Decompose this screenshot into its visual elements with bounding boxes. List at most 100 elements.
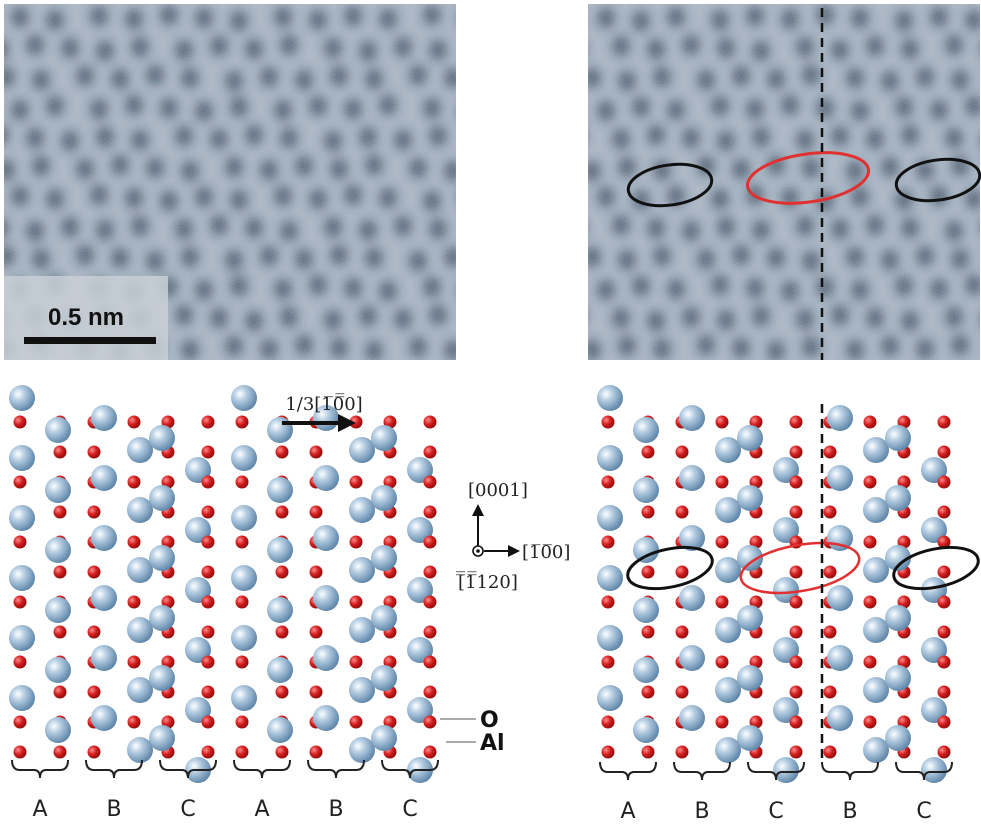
shift-vector-label: 1/3[1̅0̅̅0] [285,393,362,415]
oxygen-atom [275,445,289,459]
aluminum-atom [127,617,153,643]
oxygen-atom [201,565,215,579]
aluminum-atom [313,525,339,551]
right-atomic-model [597,385,951,783]
aluminum-atom [679,585,705,611]
stacking-brace [673,761,731,781]
oxygen-atom [161,655,175,669]
oxygen-atom [715,655,729,669]
oxygen-atom [937,475,951,489]
aluminum-atom [921,457,947,483]
aluminum-atom [737,545,763,571]
aluminum-atom [371,425,397,451]
aluminum-atom [349,437,375,463]
aluminum-atom [267,597,293,623]
oxygen-atom [53,445,67,459]
oxygen-atom [937,415,951,429]
oxygen-atom [383,535,397,549]
aluminum-atom [827,405,853,431]
oxygen-atom [275,685,289,699]
aluminum-atom [827,585,853,611]
aluminum-atom [231,445,257,471]
aluminum-atom [773,697,799,723]
stacking-label: B [328,797,343,822]
aluminum-atom [313,645,339,671]
oxygen-atom [309,445,323,459]
aluminum-atom [921,517,947,543]
oxygen-atom [275,505,289,519]
aluminum-atom [715,497,741,523]
lattice-dot [563,191,579,211]
oxygen-atom [823,745,837,759]
oxygen-atom [423,415,437,429]
legend-oxygen-label: O [480,708,499,733]
axis-up-label: [0001] [468,480,528,501]
aluminum-atom [9,685,35,711]
oxygen-atom [641,445,655,459]
oxygen-atom [789,715,803,729]
aluminum-atom [737,425,763,451]
oxygen-atom [235,595,249,609]
aluminum-atom [737,665,763,691]
aluminum-atom [633,417,659,443]
aluminum-atom [633,537,659,563]
oxygen-atom [309,505,323,519]
aluminum-atom [679,405,705,431]
axis-out-label: [̅̅1̅̅120] [456,571,518,593]
aluminum-atom [371,665,397,691]
oxygen-atom [937,715,951,729]
oxygen-atom [641,565,655,579]
oxygen-atom [53,505,67,519]
oxygen-atom [601,655,615,669]
aluminum-atom [349,557,375,583]
oxygen-atom [423,655,437,669]
aluminum-atom [633,477,659,503]
stacking-label: C [768,799,783,824]
oxygen-atom [937,505,951,519]
aluminum-atom [597,685,623,711]
aluminum-atom [885,485,911,511]
oxygen-atom [749,655,763,669]
oxygen-atom [161,595,175,609]
model-black-ellipse-right [892,545,980,591]
stacking-brace [747,761,805,781]
aluminum-atom [149,605,175,631]
oxygen-atom [161,715,175,729]
oxygen-atom [675,565,689,579]
oxygen-atom [383,655,397,669]
stacking-brace [821,761,879,781]
aluminum-atom [185,637,211,663]
aluminum-atom [737,605,763,631]
oxygen-atom [309,685,323,699]
stacking-label: A [32,797,47,822]
oxygen-atom [423,505,437,519]
aluminum-atom [715,437,741,463]
oxygen-atom [87,445,101,459]
oxygen-atom [383,595,397,609]
aluminum-atom [773,457,799,483]
oxygen-atom [863,475,877,489]
aluminum-atom [267,657,293,683]
lattice-dot [459,101,475,121]
oxygen-atom [641,505,655,519]
oxygen-atom [275,565,289,579]
aluminum-atom [127,737,153,763]
oxygen-atom [201,595,215,609]
oxygen-atom [601,415,615,429]
oxygen-atom [201,715,215,729]
aluminum-atom [885,665,911,691]
oxygen-atom [383,415,397,429]
aluminum-atom [407,577,433,603]
oxygen-atom [309,745,323,759]
aluminum-atom [127,677,153,703]
oxygen-atom [161,475,175,489]
oxygen-atom [87,505,101,519]
aluminum-atom [885,725,911,751]
oxygen-atom [749,475,763,489]
oxygen-atom [641,625,655,639]
oxygen-atom [383,475,397,489]
axis-right-label: [1̅0̅0] [522,542,570,563]
oxygen-atom [675,505,689,519]
hrtem-black-ellipse-right [894,157,981,203]
oxygen-atom [13,745,27,759]
